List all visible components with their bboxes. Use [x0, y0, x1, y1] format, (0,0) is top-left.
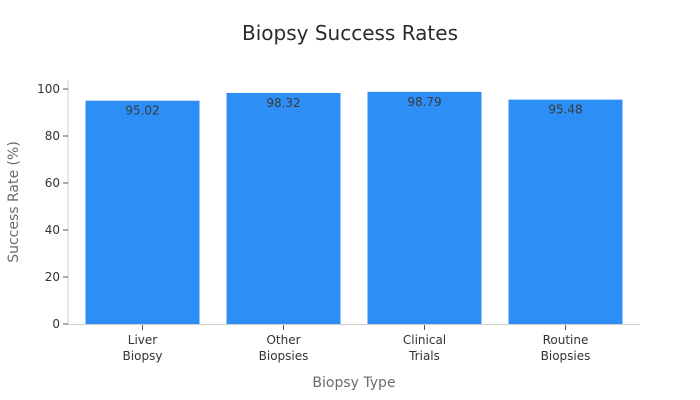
- y-tick-label: 40: [45, 223, 60, 237]
- bar-value-label: 95.48: [548, 103, 582, 117]
- y-tick-label: 0: [52, 317, 60, 331]
- x-tick-label-line: Clinical: [403, 333, 446, 347]
- x-tick-label-line: Biopsies: [259, 349, 309, 363]
- x-tick-label: Other Biopsies: [259, 333, 309, 363]
- chart-title: Biopsy Success Rates: [242, 21, 458, 45]
- x-axis-title: Biopsy Type: [312, 375, 395, 391]
- x-tick-label-line: Trials: [408, 349, 440, 363]
- y-tick-label: 20: [45, 270, 60, 284]
- y-tick-label: 100: [37, 82, 60, 96]
- bar-value-label: 95.02: [125, 104, 159, 118]
- bar: [226, 92, 341, 324]
- x-tick-label: Routine Biopsies: [541, 333, 591, 363]
- x-tick-label-line: Biopsy: [123, 349, 163, 363]
- bar: [367, 91, 482, 324]
- x-tick-label-line: Routine: [543, 333, 589, 347]
- y-tick-label: 80: [45, 129, 60, 143]
- bar: [508, 99, 623, 324]
- x-tick-label-line: Biopsies: [541, 349, 591, 363]
- bar-value-label: 98.79: [407, 95, 441, 109]
- y-tick-label: 60: [45, 176, 60, 190]
- bar: [85, 100, 200, 324]
- y-axis-title: Success Rate (%): [6, 141, 22, 263]
- x-tick-label: Clinical Trials: [403, 333, 446, 363]
- x-tick-label-line: Other: [266, 333, 300, 347]
- plot-area: 0 20 40 60 80 100 95.02 Liver Biopsy 98.32 Other Bi…: [37, 80, 640, 363]
- x-tick-label: Liver Biopsy: [123, 333, 163, 363]
- bar-value-label: 98.32: [266, 96, 300, 110]
- x-tick-label-line: Liver: [128, 333, 158, 347]
